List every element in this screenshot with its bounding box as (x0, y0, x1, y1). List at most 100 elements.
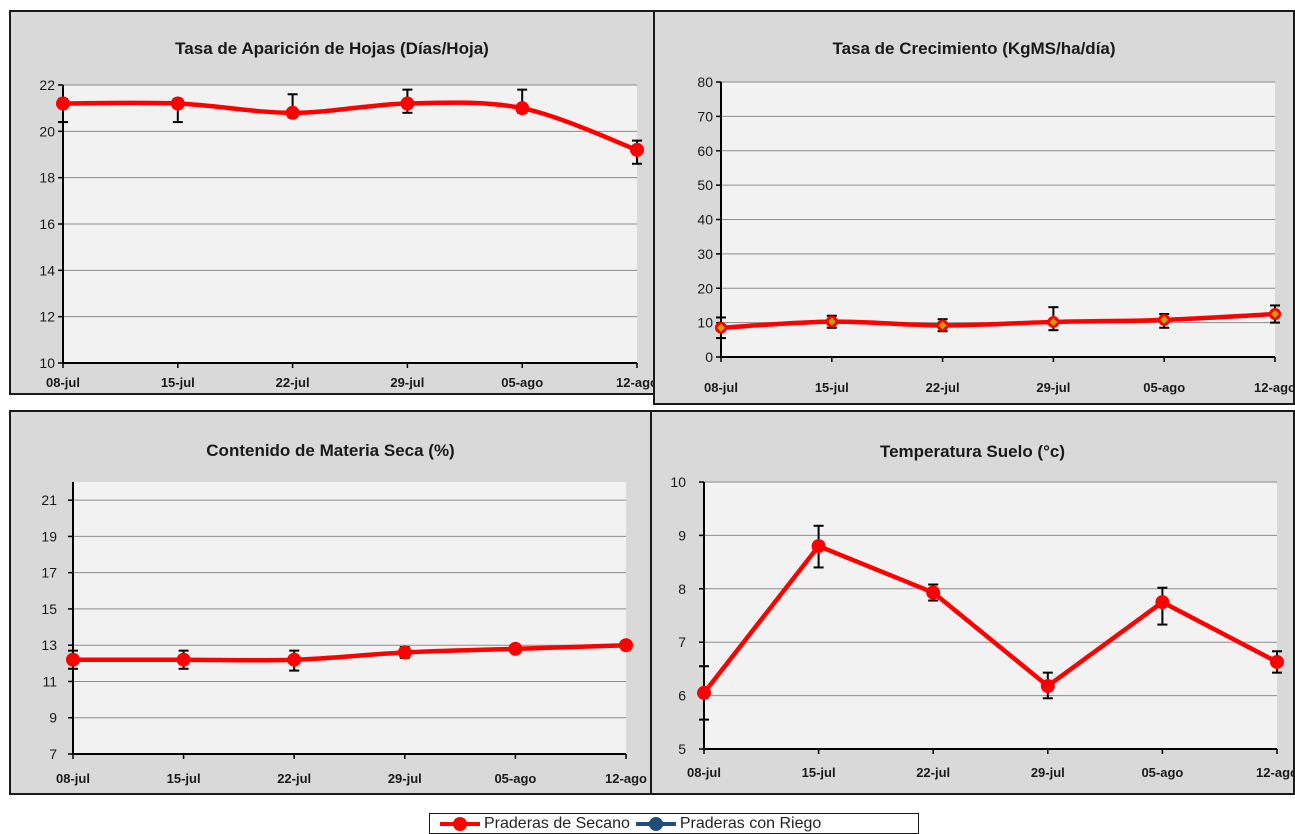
data-point (170, 96, 185, 111)
legend-label-secano: Praderas de Secano (484, 814, 630, 832)
chart-panel-dry-matter: Contenido de Materia Seca (%) 7 9 11 13 15 17 1… (9, 410, 652, 795)
data-point (400, 96, 415, 111)
data-point-diamond (827, 317, 836, 326)
x-tick-label: 12-ago (1256, 765, 1293, 780)
y-tick-label: 11 (42, 673, 57, 689)
y-tick-label: 7 (678, 634, 686, 650)
x-tick-label: 22-jul (926, 380, 960, 395)
legend-item-riego: Praderas con Riego (635, 814, 822, 833)
y-tick-label: 70 (697, 108, 713, 124)
x-tick-label: 15-jul (161, 375, 195, 390)
chart-title: Tasa de Crecimiento (KgMS/ha/día) (832, 39, 1115, 58)
y-tick-label: 20 (697, 280, 713, 296)
x-tick-label: 05-ago (1143, 380, 1185, 395)
x-tick-label: 08-jul (46, 375, 80, 390)
x-tick-label: 29-jul (1036, 380, 1070, 395)
x-tick-label: 15-jul (802, 765, 836, 780)
data-point (515, 101, 530, 116)
data-point (397, 645, 412, 660)
data-point (811, 539, 826, 554)
data-point (1270, 654, 1284, 669)
y-tick-label: 50 (697, 177, 713, 193)
chart-svg: Tasa de Aparición de Hojas (Días/Hoja) 10… (39, 39, 653, 390)
data-point-diamond (1049, 317, 1058, 326)
data-point (926, 585, 941, 600)
data-point (1155, 595, 1170, 610)
y-tick-label: 13 (41, 637, 57, 653)
x-tick-label: 22-jul (276, 375, 310, 390)
y-tick-label: 16 (39, 216, 55, 232)
data-point (285, 105, 300, 120)
data-point (287, 652, 302, 667)
y-tick-label: 6 (678, 688, 686, 704)
x-tick-label: 29-jul (1031, 765, 1065, 780)
legend-marker-secano (440, 816, 480, 831)
y-tick-label: 22 (39, 77, 55, 93)
series-line (720, 311, 1276, 331)
data-point (56, 96, 70, 111)
x-tick-label: 22-jul (277, 771, 311, 786)
y-tick-label: 9 (49, 710, 57, 726)
chart-title: Tasa de Aparición de Hojas (Días/Hoja) (175, 39, 489, 58)
data-point-diamond (717, 323, 725, 332)
y-tick-label: 19 (41, 528, 57, 544)
y-tick-label: 18 (39, 170, 55, 186)
x-tick-label: 12-ago (1254, 380, 1293, 395)
y-tick-label: 20 (39, 123, 55, 139)
x-tick-label: 08-jul (687, 765, 721, 780)
y-tick-label: 15 (41, 601, 57, 617)
chart-svg: Tasa de Crecimiento (KgMS/ha/día) 0 10 20 30… (697, 39, 1293, 395)
y-tick-label: 60 (697, 143, 713, 159)
y-tick-label: 0 (705, 349, 713, 365)
x-tick-label: 12-ago (616, 375, 653, 390)
legend-label-riego: Praderas con Riego (679, 814, 822, 832)
chart-svg: Temperatura Suelo (°c) 5 6 7 8 9 10 08-jul 15-ju… (670, 442, 1293, 780)
chart-title: Temperatura Suelo (°c) (880, 442, 1065, 461)
x-tick-label: 08-jul (704, 380, 738, 395)
plot-area (73, 482, 626, 754)
legend-marker-riego (635, 816, 676, 831)
data-point (619, 638, 633, 653)
y-tick-label: 30 (697, 246, 713, 262)
y-tick-label: 14 (39, 262, 55, 278)
y-tick-label: 8 (678, 581, 686, 597)
y-tick-label: 12 (39, 309, 55, 325)
y-tick-label: 9 (678, 527, 686, 543)
y-tick-label: 10 (697, 315, 713, 331)
series-line (73, 642, 627, 663)
x-tick-label: 22-jul (916, 765, 950, 780)
chart-panel-growth-rate: Tasa de Crecimiento (KgMS/ha/día) 0 10 20 30… (653, 10, 1295, 405)
y-tick-label: 10 (39, 355, 55, 371)
chart-legend: Praderas de Secano Praderas con Riego (429, 813, 919, 834)
series-line (62, 100, 638, 152)
y-tick-label: 17 (41, 565, 57, 581)
legend-item-secano: Praderas de Secano (440, 815, 630, 833)
data-point (697, 685, 711, 700)
x-tick-label: 08-jul (56, 771, 90, 786)
y-tick-label: 7 (49, 746, 57, 762)
data-point (1040, 678, 1055, 693)
x-tick-label: 12-ago (605, 771, 647, 786)
chart-svg: Contenido de Materia Seca (%) 7 9 11 13 15 17 1… (41, 441, 647, 786)
y-tick-label: 40 (697, 212, 713, 228)
x-tick-label: 15-jul (815, 380, 849, 395)
y-tick-label: 10 (670, 474, 686, 490)
x-tick-label: 05-ago (494, 771, 536, 786)
data-point (630, 142, 644, 157)
x-tick-label: 29-jul (390, 375, 424, 390)
chart-panel-leaf-rate: Tasa de Aparición de Hojas (Días/Hoja) 10… (9, 10, 655, 395)
data-point (508, 641, 523, 656)
data-point-diamond (1271, 310, 1279, 319)
chart-panel-soil-temperature: Temperatura Suelo (°c) 5 6 7 8 9 10 08-jul 15-ju… (650, 410, 1295, 795)
data-point (176, 652, 191, 667)
x-tick-label: 05-ago (501, 375, 543, 390)
data-point-diamond (938, 321, 947, 330)
data-point (66, 652, 80, 667)
x-tick-label: 15-jul (167, 771, 201, 786)
y-tick-label: 5 (678, 741, 686, 757)
y-tick-label: 80 (697, 74, 713, 90)
plot-area (704, 482, 1277, 749)
x-tick-label: 29-jul (388, 771, 422, 786)
data-point-diamond (1160, 315, 1169, 324)
series-line (702, 543, 1279, 695)
